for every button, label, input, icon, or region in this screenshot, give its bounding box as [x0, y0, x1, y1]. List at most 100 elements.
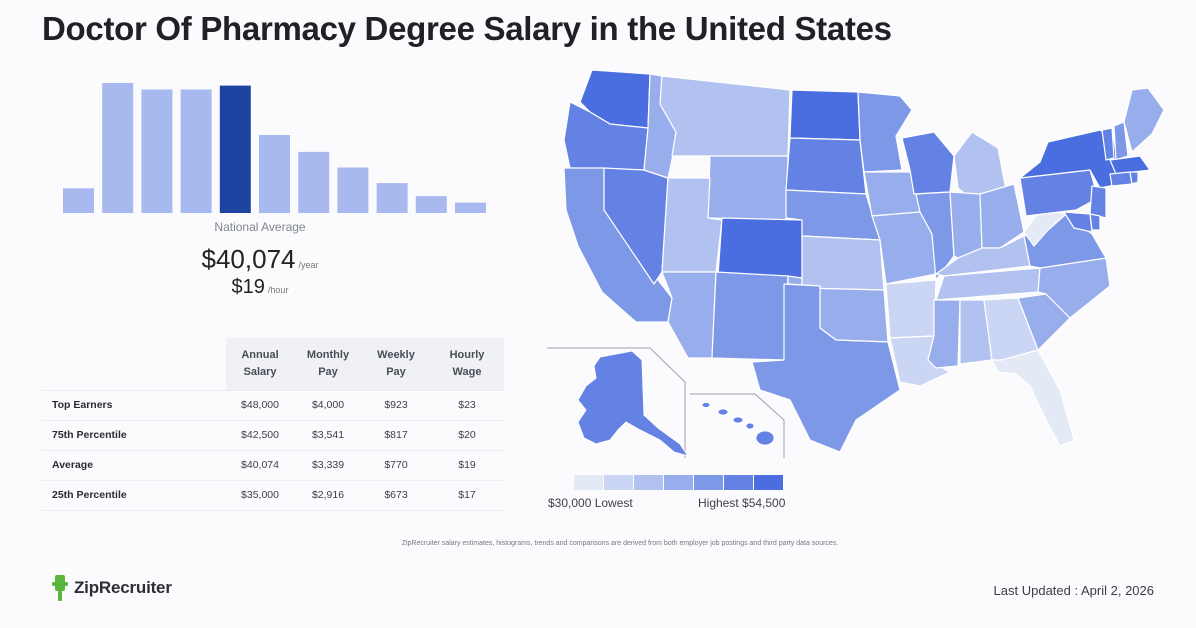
hawaii-island-molokai [732, 416, 744, 424]
state-ohio [979, 183, 1025, 249]
annual-salary-cell: $48,000 [226, 389, 294, 420]
state-massachusetts [1109, 155, 1151, 175]
annual-salary-cell: $40,074 [226, 449, 294, 480]
histogram-bar [102, 83, 134, 213]
national-average-hourly: $19/hour [130, 276, 390, 299]
state-vermont [1101, 127, 1115, 161]
page-title: Doctor Of Pharmacy Degree Salary in the … [42, 10, 892, 47]
legend-swatch [574, 475, 603, 490]
state-arizona [661, 271, 717, 359]
hawaii-inset-border [690, 393, 785, 458]
state-wyoming [707, 155, 789, 221]
hawaii-island-kauai [701, 402, 711, 408]
weekly-pay-cell: $923 [362, 389, 430, 420]
state-north-dakota [789, 89, 861, 141]
state-maine [1123, 87, 1165, 153]
state-alaska [577, 350, 690, 457]
map-legend-scale [574, 475, 784, 490]
hourly-wage-cell: $20 [430, 419, 504, 450]
alaska-inset-border [547, 347, 686, 458]
state-montana [659, 75, 791, 157]
monthly-pay-cell: $4,000 [294, 389, 362, 420]
hawaii-island-big-island [755, 430, 775, 446]
legend-low-label: $30,000 Lowest [548, 496, 633, 510]
hourly-wage-cell: $17 [430, 479, 504, 511]
legend-swatch [634, 475, 663, 490]
weekly-pay-cell: $817 [362, 419, 430, 450]
hawaii-inset [690, 393, 785, 458]
table-row: Average $40,074 $3,339 $770 $19 [42, 449, 504, 480]
hawaii-island-maui [745, 422, 755, 430]
legend-high-label: Highest $54,500 [698, 496, 786, 510]
weekly-pay-cell: $770 [362, 449, 430, 480]
state-maryland [1063, 211, 1093, 233]
table-corner [42, 338, 226, 390]
state-minnesota [857, 91, 913, 173]
monthly-pay-cell: $2,916 [294, 479, 362, 511]
header-annual-salary: Annual Salary [226, 338, 294, 390]
ziprecruiter-logo[interactable]: ZipRecruiter [50, 573, 172, 603]
state-new-mexico [711, 271, 789, 361]
weekly-pay-cell: $673 [362, 479, 430, 511]
state-new-hampshire [1113, 121, 1129, 161]
header-hourly-wage: Hourly Wage [430, 338, 504, 390]
histogram-bar-national-average [219, 85, 251, 213]
annual-salary-value: $40,074 [201, 244, 296, 274]
row-label: 25th Percentile [42, 479, 226, 511]
footnote: ZipRecruiter salary estimates, histogram… [401, 540, 839, 547]
hourly-wage-cell: $23 [430, 389, 504, 420]
histogram-bar [180, 89, 212, 213]
hourly-wage-cell: $19 [430, 449, 504, 480]
histogram-bar [63, 188, 94, 213]
state-kansas [801, 235, 885, 291]
histogram-bar [259, 135, 290, 213]
legend-swatch [694, 475, 723, 490]
header-weekly-pay: Weekly Pay [362, 338, 430, 390]
state-florida [991, 349, 1075, 447]
monthly-pay-cell: $3,541 [294, 419, 362, 450]
alaska-inset [547, 347, 690, 458]
annual-salary-cell: $35,000 [226, 479, 294, 511]
state-connecticut [1109, 171, 1133, 187]
logo-text: ZipRecruiter [74, 578, 172, 597]
histogram-bar [415, 196, 447, 213]
ziprecruiter-logo-icon [52, 575, 68, 601]
legend-swatch [754, 475, 783, 490]
header-monthly-pay: Monthly Pay [294, 338, 362, 390]
state-rhode-island [1129, 171, 1139, 185]
histogram-bar [298, 151, 330, 213]
state-hawaii [701, 402, 775, 446]
state-new-jersey [1089, 185, 1107, 219]
annual-salary-cell: $42,500 [226, 419, 294, 450]
table-row: Top Earners $48,000 $4,000 $923 $23 [42, 389, 504, 420]
table-header-row: Annual Salary Monthly Pay Weekly Pay Hourly… [42, 338, 504, 390]
histogram-bar [337, 167, 369, 213]
legend-swatch [664, 475, 693, 490]
map-states [563, 69, 1165, 453]
hourly-wage-value: $19 [231, 276, 265, 298]
hawaii-island-oahu [717, 408, 729, 416]
row-label: Top Earners [42, 389, 226, 420]
histogram-bar [376, 183, 408, 213]
row-label: Average [42, 449, 226, 480]
salary-table: Annual Salary Monthly Pay Weekly Pay Hourly… [42, 338, 504, 511]
histogram-bar [455, 202, 486, 213]
national-average-label: National Average [214, 220, 306, 234]
state-south-dakota [785, 137, 867, 195]
annual-unit: /year [298, 260, 319, 270]
row-label: 75th Percentile [42, 419, 226, 450]
legend-swatch [604, 475, 633, 490]
histogram-bar [141, 89, 173, 213]
state-colorado [717, 217, 803, 279]
hourly-unit: /hour [267, 285, 289, 295]
state-texas [751, 283, 901, 453]
salary-histogram [63, 83, 486, 213]
state-arkansas [885, 279, 937, 339]
legend-swatch [724, 475, 753, 490]
table-row: 25th Percentile $35,000 $2,916 $673 $17 [42, 479, 504, 511]
last-updated: Last Updated : April 2, 2026 [993, 583, 1154, 598]
state-indiana [949, 191, 983, 259]
monthly-pay-cell: $3,339 [294, 449, 362, 480]
national-average-annual: $40,074/year [130, 244, 390, 275]
